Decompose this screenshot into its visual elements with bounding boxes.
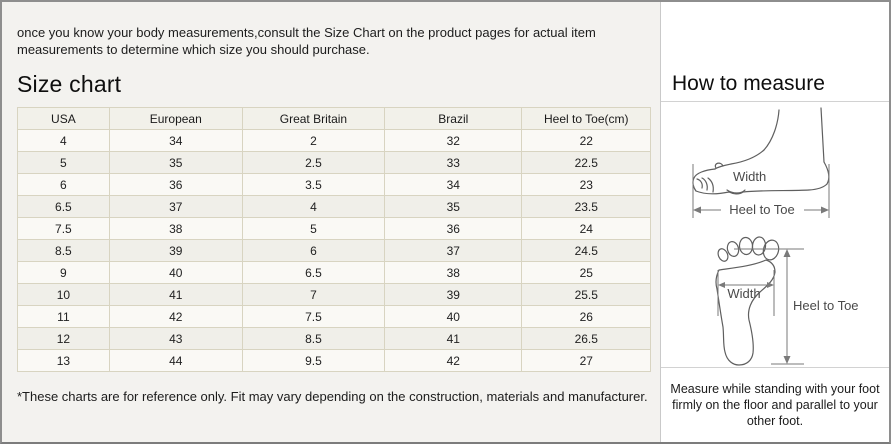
table-row: 9 40 6.5 38 25: [17, 261, 651, 284]
table-cell: 37: [108, 195, 243, 218]
table-cell: 5: [17, 151, 110, 174]
footprint-diagram: Width Heel to Toe: [715, 236, 859, 366]
table-cell: 32: [384, 129, 523, 152]
sole-dimension-lines: [717, 248, 804, 365]
table-cell: 35: [384, 195, 523, 218]
foot-side-outline: [692, 107, 830, 195]
measurement-diagrams: Width Heel to Toe: [661, 102, 889, 368]
side-heel-to-toe-label: Heel to Toe: [729, 202, 795, 217]
reference-footnote: *These charts are for reference only. Fi…: [17, 389, 648, 404]
how-to-measure-header: How to measure: [661, 2, 889, 102]
table-cell: 38: [108, 217, 243, 240]
table-cell: 8.5: [17, 239, 110, 262]
column-header: European: [108, 107, 243, 130]
table-cell: 6: [241, 239, 386, 262]
foot-side-view-diagram: Width Heel to Toe: [692, 107, 830, 218]
table-cell: 42: [108, 305, 243, 328]
table-cell: 41: [108, 283, 243, 306]
table-row: 12 43 8.5 41 26.5: [17, 327, 651, 350]
size-conversion-table: USA European Great Britain Brazil Heel to To…: [17, 107, 651, 372]
table-cell: 24: [521, 217, 651, 240]
table-cell: 44: [108, 349, 243, 372]
table-cell: 5: [241, 217, 386, 240]
table-row: 6 36 3.5 34 23: [17, 173, 651, 196]
table-cell: 41: [384, 327, 523, 350]
size-chart-section: once you know your body measurements,con…: [2, 2, 660, 442]
table-row: 10 41 7 39 25.5: [17, 283, 651, 306]
table-row: 5 35 2.5 33 22.5: [17, 151, 651, 174]
column-header: Brazil: [384, 107, 523, 130]
table-cell: 2.5: [241, 151, 386, 174]
how-to-measure-section: How to measure: [660, 2, 889, 442]
sole-heel-to-toe-label: Heel to Toe: [793, 298, 859, 313]
table-cell: 9.5: [241, 349, 386, 372]
table-cell: 8.5: [241, 327, 386, 350]
intro-text: once you know your body measurements,con…: [17, 25, 596, 57]
table-cell: 25.5: [521, 283, 651, 306]
table-cell: 24.5: [521, 239, 651, 262]
table-row: 4 34 2 32 22: [17, 129, 651, 152]
table-cell: 7.5: [17, 217, 110, 240]
table-cell: 35: [108, 151, 243, 174]
size-chart-title: Size chart: [17, 71, 122, 97]
column-header: USA: [17, 107, 110, 130]
table-row: 8.5 39 6 37 24.5: [17, 239, 651, 262]
table-cell: 10: [17, 283, 110, 306]
side-dimension-lines: [692, 164, 830, 218]
table-cell: 39: [108, 239, 243, 262]
footprint-outline: [715, 236, 780, 366]
table-cell: 3.5: [241, 173, 386, 196]
table-cell: 25: [521, 261, 651, 284]
table-cell: 43: [108, 327, 243, 350]
table-cell: 27: [521, 349, 651, 372]
table-row: 7.5 38 5 36 24: [17, 217, 651, 240]
table-cell: 26.5: [521, 327, 651, 350]
table-cell: 9: [17, 261, 110, 284]
table-cell: 6.5: [241, 261, 386, 284]
table-cell: 6: [17, 173, 110, 196]
table-cell: 23.5: [521, 195, 651, 218]
column-header: Heel to Toe(cm): [521, 107, 651, 130]
table-cell: 12: [17, 327, 110, 350]
side-width-label: Width: [733, 169, 766, 184]
table-row: 11 42 7.5 40 26: [17, 305, 651, 328]
how-to-measure-title: How to measure: [672, 72, 825, 95]
table-cell: 37: [384, 239, 523, 262]
table-cell: 33: [384, 151, 523, 174]
table-cell: 34: [108, 129, 243, 152]
table-cell: 22: [521, 129, 651, 152]
table-header-row: USA European Great Britain Brazil Heel to To…: [17, 107, 651, 130]
measuring-instructions: Measure while standing with your foot fi…: [670, 382, 880, 428]
table-cell: 6.5: [17, 195, 110, 218]
table-cell: 4: [17, 129, 110, 152]
table-cell: 36: [384, 217, 523, 240]
table-cell: 42: [384, 349, 523, 372]
table-cell: 13: [17, 349, 110, 372]
table-cell: 7.5: [241, 305, 386, 328]
table-row: 6.5 37 4 35 23.5: [17, 195, 651, 218]
table-cell: 22.5: [521, 151, 651, 174]
table-cell: 7: [241, 283, 386, 306]
table-cell: 38: [384, 261, 523, 284]
sole-width-label: Width: [727, 286, 760, 301]
table-cell: 34: [384, 173, 523, 196]
column-header: Great Britain: [241, 107, 386, 130]
table-body: 4 34 2 32 22 5 35 2.5 33 22.5 6 36 3.5 34 23 6.5 37 4 35 23…: [17, 129, 651, 372]
table-cell: 2: [241, 129, 386, 152]
table-cell: 26: [521, 305, 651, 328]
table-cell: 23: [521, 173, 651, 196]
table-cell: 39: [384, 283, 523, 306]
table-cell: 11: [17, 305, 110, 328]
table-head: USA European Great Britain Brazil Heel to To…: [17, 107, 651, 130]
table-cell: 40: [384, 305, 523, 328]
table-cell: 36: [108, 173, 243, 196]
table-cell: 4: [241, 195, 386, 218]
table-cell: 40: [108, 261, 243, 284]
table-row: 13 44 9.5 42 27: [17, 349, 651, 372]
